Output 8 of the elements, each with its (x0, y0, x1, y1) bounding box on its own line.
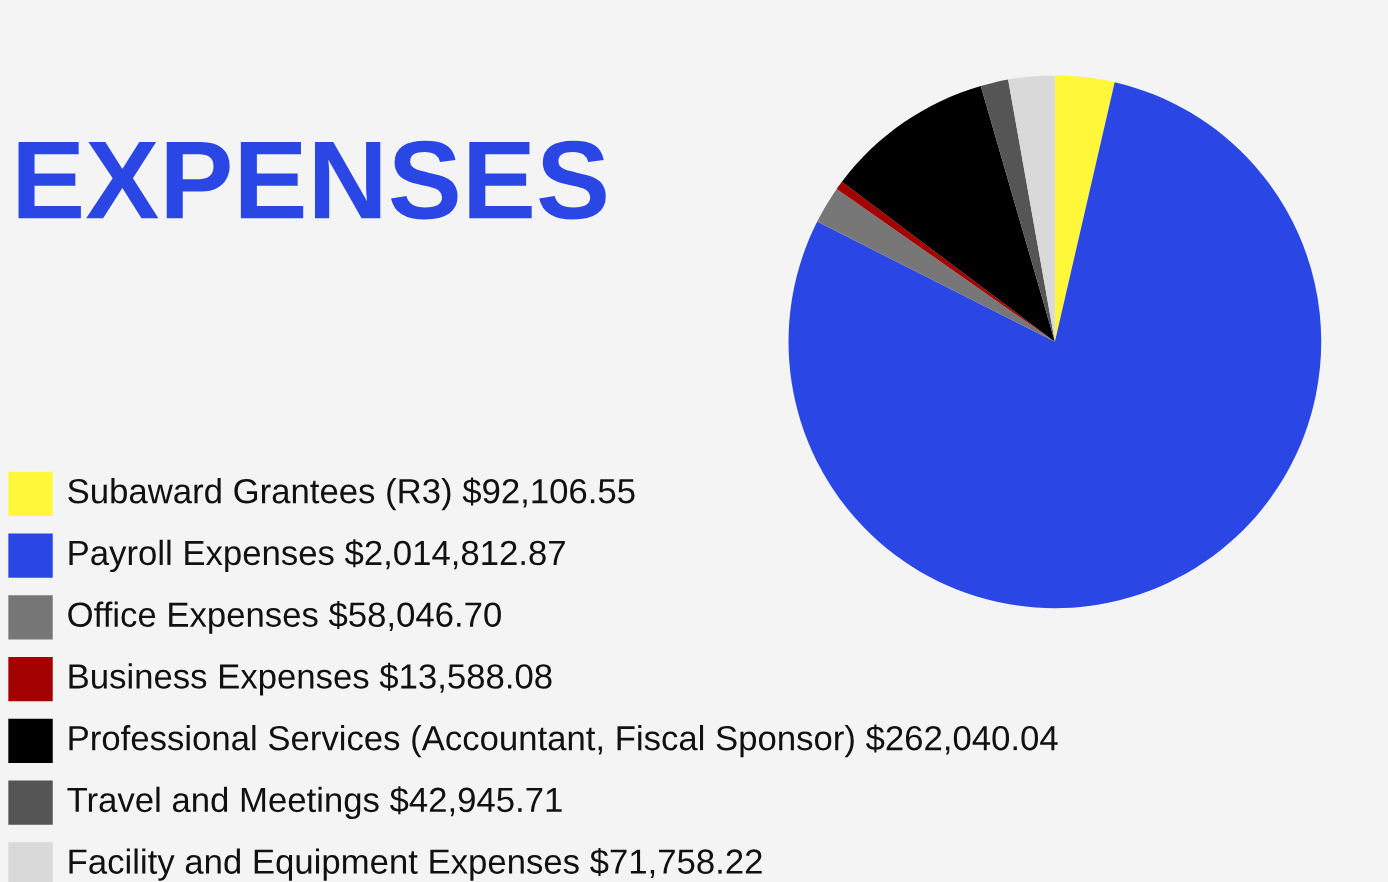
legend-label: Business Expenses $13,588.08 (69, 662, 552, 696)
chart-title: EXPENSES (18, 140, 606, 220)
legend-label: Subaward Grantees (R3) $92,106.55 (68, 477, 635, 511)
legend-label: Professional Services (Accountant, Fiscal Sponsor) $262,040.04 (69, 724, 1058, 758)
legend-label: Office Expenses $58,046.70 (68, 600, 501, 634)
legend-label: Travel and Meetings $42,945.71 (67, 786, 562, 820)
legend-label: Facility and Equipment Expenses $71,758.22 (69, 847, 762, 881)
legend-label: Payroll Expenses $2,014,812.87 (69, 539, 565, 573)
